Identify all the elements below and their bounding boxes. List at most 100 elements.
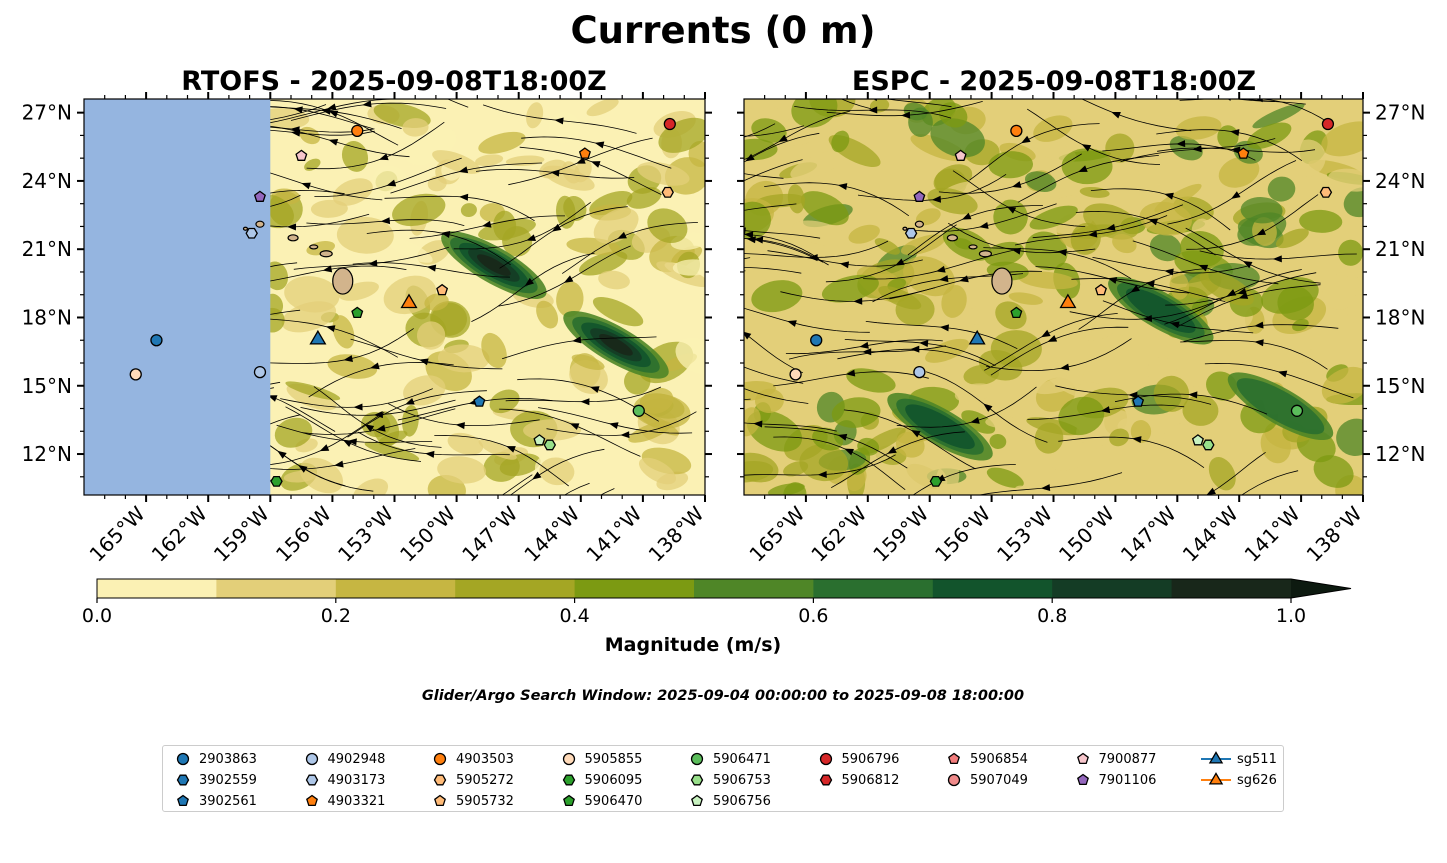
- espc-field-patch: [846, 368, 896, 393]
- espc-streamline-arrow: [1081, 144, 1092, 152]
- hawaii-island: [946, 234, 958, 242]
- espc-field-patch: [1033, 115, 1073, 142]
- espc-field-patch: [1029, 205, 1078, 230]
- rtofs-field-patch: [592, 296, 644, 327]
- espc-field-patch: [744, 461, 774, 483]
- rtofs-streamline-arrow: [353, 403, 363, 411]
- legend-marker-4903173: [305, 774, 318, 786]
- rtofs-field-patch: [424, 293, 449, 311]
- legend-marker-4902948: [305, 752, 318, 766]
- colorbar-segment: [694, 579, 814, 598]
- legend-item-5906854: 5906854: [944, 751, 1028, 767]
- espc-field-patch: [1289, 463, 1311, 480]
- rtofs-streamline-arrow: [362, 100, 372, 108]
- legend-item-5905272: 5905272: [430, 772, 514, 788]
- legend-marker-sg626: [1208, 772, 1224, 785]
- legend-swatch-4903321: [305, 794, 318, 807]
- rtofs-streamline-arrow: [550, 169, 560, 177]
- rtofs-no-data-region: [84, 99, 271, 495]
- espc-field-patch: [746, 410, 803, 452]
- espc-field-patch: [954, 383, 994, 403]
- espc-streamline: [744, 123, 776, 138]
- float-marker-4902948: [253, 365, 267, 379]
- legend-label: 5906756: [713, 793, 771, 809]
- colorbar-segment: [97, 579, 217, 598]
- espc-streamline-arrow: [722, 132, 732, 140]
- espc-streamline-arrow: [895, 258, 905, 266]
- espc-streamline-arrow: [724, 357, 735, 367]
- colorbar-tick-label: 0.6: [798, 605, 828, 627]
- legend-label: 5905732: [456, 793, 514, 809]
- espc-field-patch: [897, 461, 948, 495]
- legend-swatch-5905732: [434, 794, 446, 807]
- legend-label: 7900877: [1098, 751, 1157, 767]
- espc-field-patch: [1338, 239, 1363, 266]
- legend-swatch-5906753: [690, 774, 704, 786]
- espc-field-patch: [954, 238, 973, 250]
- espc-streamline-arrow: [1254, 321, 1264, 329]
- espc-streamline-arrow: [1164, 192, 1174, 200]
- espc-streamline-arrow: [745, 153, 755, 162]
- rtofs-streamline-arrow: [617, 231, 627, 239]
- espc-streamline-arrow: [970, 416, 980, 424]
- hawaii-island: [968, 244, 978, 250]
- rtofs-streamline-arrow: [580, 398, 590, 406]
- rtofs-field-patch: [416, 321, 446, 350]
- legend-marker-5906095: [562, 774, 575, 786]
- legend-label: 5905855: [584, 751, 643, 767]
- rtofs-field-patch: [336, 216, 394, 254]
- legend-label: 5906470: [584, 793, 643, 809]
- espc-streamline: [1234, 99, 1276, 102]
- hawaii-island: [332, 267, 354, 295]
- rtofs-field-patch: [383, 275, 437, 315]
- rtofs-streamline-arrow: [301, 182, 311, 190]
- colorbar-segment: [335, 579, 456, 598]
- espc-streamline: [744, 203, 797, 211]
- hawaii-island: [978, 250, 993, 258]
- espc-x-tick-label: 150°W: [1054, 501, 1119, 566]
- float-marker-4903321: [578, 147, 591, 159]
- colorbar-segment: [574, 579, 695, 598]
- rtofs-field-patch: [675, 337, 705, 375]
- float-marker-3902561: [473, 395, 486, 407]
- rtofs-streamline-arrow: [328, 110, 339, 118]
- rtofs-x-tick-label: 150°W: [395, 501, 460, 566]
- float-marker-4903503: [351, 124, 364, 138]
- espc-streamline-arrow: [1142, 314, 1153, 322]
- legend-item-sg626: sg626: [1201, 772, 1277, 788]
- rtofs-field-patch: [481, 332, 507, 369]
- rtofs-field-patch: [388, 238, 433, 263]
- espc-streamline-arrow: [901, 111, 911, 119]
- espc-y-tick-label: 24°N: [1375, 169, 1425, 193]
- rtofs-streamline-arrow: [290, 129, 301, 137]
- legend-swatch-4903173: [305, 774, 318, 786]
- espc-field-patch: [988, 151, 1034, 179]
- rtofs-field-patch: [672, 259, 705, 276]
- rtofs-field-patch: [258, 108, 310, 130]
- espc-field-patch: [751, 118, 787, 143]
- espc-field-patch: [1175, 116, 1222, 140]
- legend-marker-5906812: [819, 774, 832, 786]
- legend-marker-5906470: [562, 794, 575, 807]
- espc-streamline-arrow: [1021, 135, 1031, 144]
- rtofs-field-patch: [460, 203, 477, 218]
- float-marker-sg511: [968, 329, 986, 345]
- hawaii-island: [309, 244, 319, 250]
- rtofs-current-core: [599, 333, 633, 356]
- espc-field-patch: [1149, 233, 1182, 262]
- espc-streamline-arrow: [1237, 287, 1247, 295]
- espc-streamline-arrow: [753, 420, 763, 428]
- espc-field-patch: [1034, 422, 1064, 454]
- espc-field-patch: [857, 437, 880, 456]
- rtofs-field-patch: [526, 102, 544, 129]
- espc-field-patch: [1299, 209, 1343, 233]
- espc-field-patch: [895, 431, 925, 458]
- rtofs-field-patch: [332, 178, 373, 206]
- espc-field-patch: [831, 397, 881, 428]
- espc-streamline: [744, 388, 809, 404]
- espc-field-patch: [1139, 201, 1192, 236]
- legend-label: 4903321: [327, 793, 386, 809]
- espc-streamlines: [722, 99, 1357, 495]
- espc-field-patch: [963, 364, 1000, 386]
- espc-field-patch: [990, 330, 1042, 368]
